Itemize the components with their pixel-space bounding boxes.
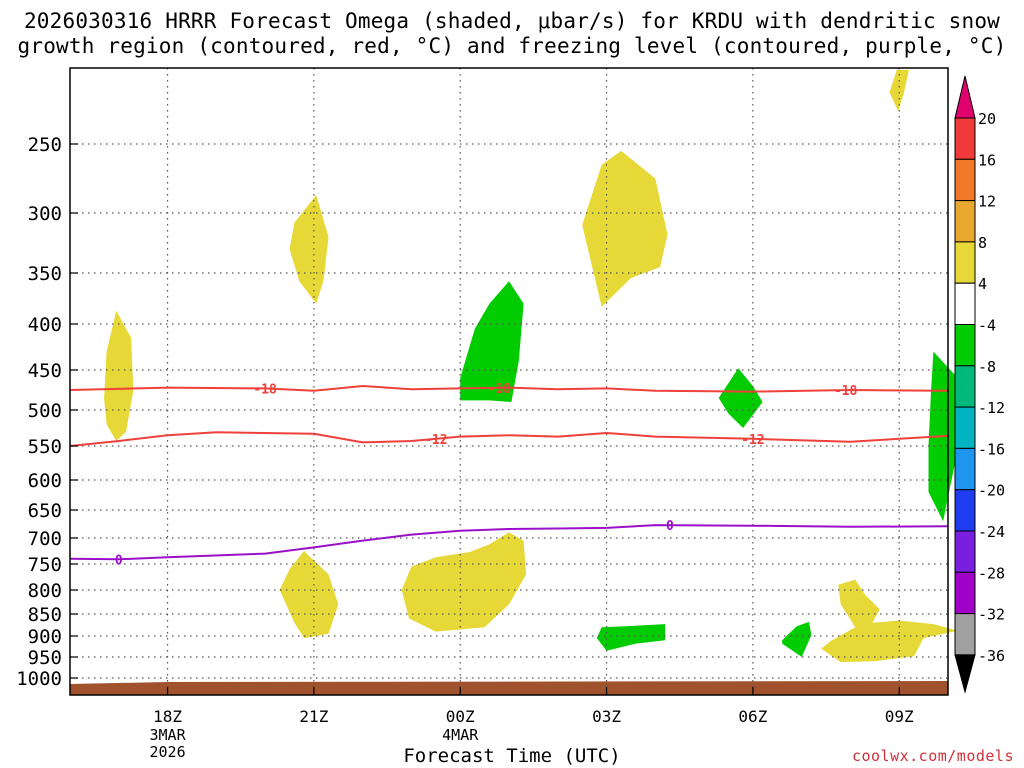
colorbar-label: 8 (978, 234, 987, 252)
colorbar-label: -20 (978, 482, 1005, 500)
contour-line--12 (69, 431, 949, 447)
omega-area-7 (279, 551, 339, 639)
contour-label--12: -12 (741, 433, 764, 448)
omega-area-2 (582, 150, 668, 307)
y-tick-label-500: 500 (28, 400, 62, 422)
y-tick-label-750: 750 (28, 554, 62, 576)
omega-area-5 (718, 368, 763, 428)
y-tick-label-450: 450 (28, 360, 62, 382)
contour-line-0 (69, 524, 949, 561)
x-axis-label: Forecast Time (UTC) (403, 745, 621, 767)
x-date-label: 4MAR (442, 726, 479, 744)
colorbar-bin-11 (954, 530, 976, 573)
omega-area-11 (821, 579, 958, 662)
colorbar-bottom-arrow (954, 654, 976, 694)
colorbar-label: 20 (978, 110, 996, 128)
colorbar-label: -28 (978, 564, 1005, 582)
contour-label--18: -18 (488, 382, 512, 397)
colorbar-label: -36 (978, 647, 1005, 665)
colorbar-label: -24 (978, 523, 1005, 541)
colorbar-bin-5 (954, 282, 976, 326)
y-tick-label-850: 850 (28, 604, 62, 626)
x-year-label: 2026 (149, 743, 185, 761)
omega-area-4 (460, 281, 524, 402)
omega-area-0 (889, 70, 909, 112)
colorbar-bin-9 (954, 447, 976, 491)
colorbar-label: -12 (978, 399, 1005, 417)
colorbar-label: -32 (978, 606, 1005, 624)
colorbar-bin-8 (954, 406, 976, 449)
omega-area-3 (104, 310, 134, 441)
contour-label--12: -12 (424, 433, 447, 448)
colorbar-bin-12 (954, 571, 976, 615)
y-tick-label-400: 400 (28, 314, 62, 336)
colorbar-bin-3 (954, 200, 976, 243)
y-tick-label-600: 600 (28, 470, 62, 492)
y-tick-label-700: 700 (28, 528, 62, 550)
colorbar-label: 4 (978, 275, 987, 293)
chart-title-line-1: 2026030316 HRRR Forecast Omega (shaded, … (23, 9, 1001, 33)
colorbar-bin-7 (954, 365, 976, 408)
x-date-label: 3MAR (149, 726, 186, 744)
y-tick-label-550: 550 (28, 436, 62, 458)
contour-label-0: 0 (115, 553, 123, 568)
y-tick-label-1000: 1000 (16, 668, 62, 690)
y-tick-label-650: 650 (28, 500, 62, 522)
colorbar-bin-4 (954, 241, 976, 284)
omega-area-1 (289, 195, 329, 304)
y-tick-label-950: 950 (28, 647, 62, 669)
colorbar-bin-6 (954, 324, 976, 367)
y-tick-label-250: 250 (28, 134, 62, 156)
omega-area-10 (782, 621, 812, 657)
contour-line--18 (69, 384, 949, 393)
y-tick-label-900: 900 (28, 626, 62, 648)
y-tick-label-300: 300 (28, 203, 62, 225)
x-tick-label-09Z: 09Z (885, 707, 914, 726)
omega-area-9 (596, 624, 666, 651)
y-tick-label-800: 800 (28, 580, 62, 602)
x-tick-label-21Z: 21Z (299, 707, 328, 726)
plot-frame (69, 67, 949, 696)
colorbar-label: -4 (978, 317, 996, 335)
site-credit: coolwx.com/models (851, 747, 1014, 765)
contour-label--18: -18 (834, 384, 858, 399)
colorbar-bin-2 (954, 158, 976, 202)
y-tick-label-350: 350 (28, 263, 62, 285)
colorbar-label: -8 (978, 358, 996, 376)
colorbar-bin-10 (954, 489, 976, 532)
colorbar-bin-1 (954, 117, 976, 160)
colorbar-top-arrow (954, 75, 976, 119)
contour-label-0: 0 (666, 519, 674, 534)
x-tick-label-00Z: 00Z (446, 707, 475, 726)
x-tick-label-03Z: 03Z (592, 707, 621, 726)
contour-label--18: -18 (253, 382, 277, 397)
colorbar-label: -16 (978, 440, 1005, 458)
colorbar-label: 16 (978, 151, 996, 169)
x-tick-label-18Z: 18Z (153, 707, 182, 726)
colorbar-bin-13 (954, 613, 976, 656)
colorbar-label: 12 (978, 193, 996, 211)
chart-title-line-2: growth region (contoured, red, °C) and f… (17, 34, 1007, 58)
surface-terrain (70, 681, 948, 695)
x-tick-label-06Z: 06Z (738, 707, 767, 726)
omega-area-8 (401, 532, 527, 632)
